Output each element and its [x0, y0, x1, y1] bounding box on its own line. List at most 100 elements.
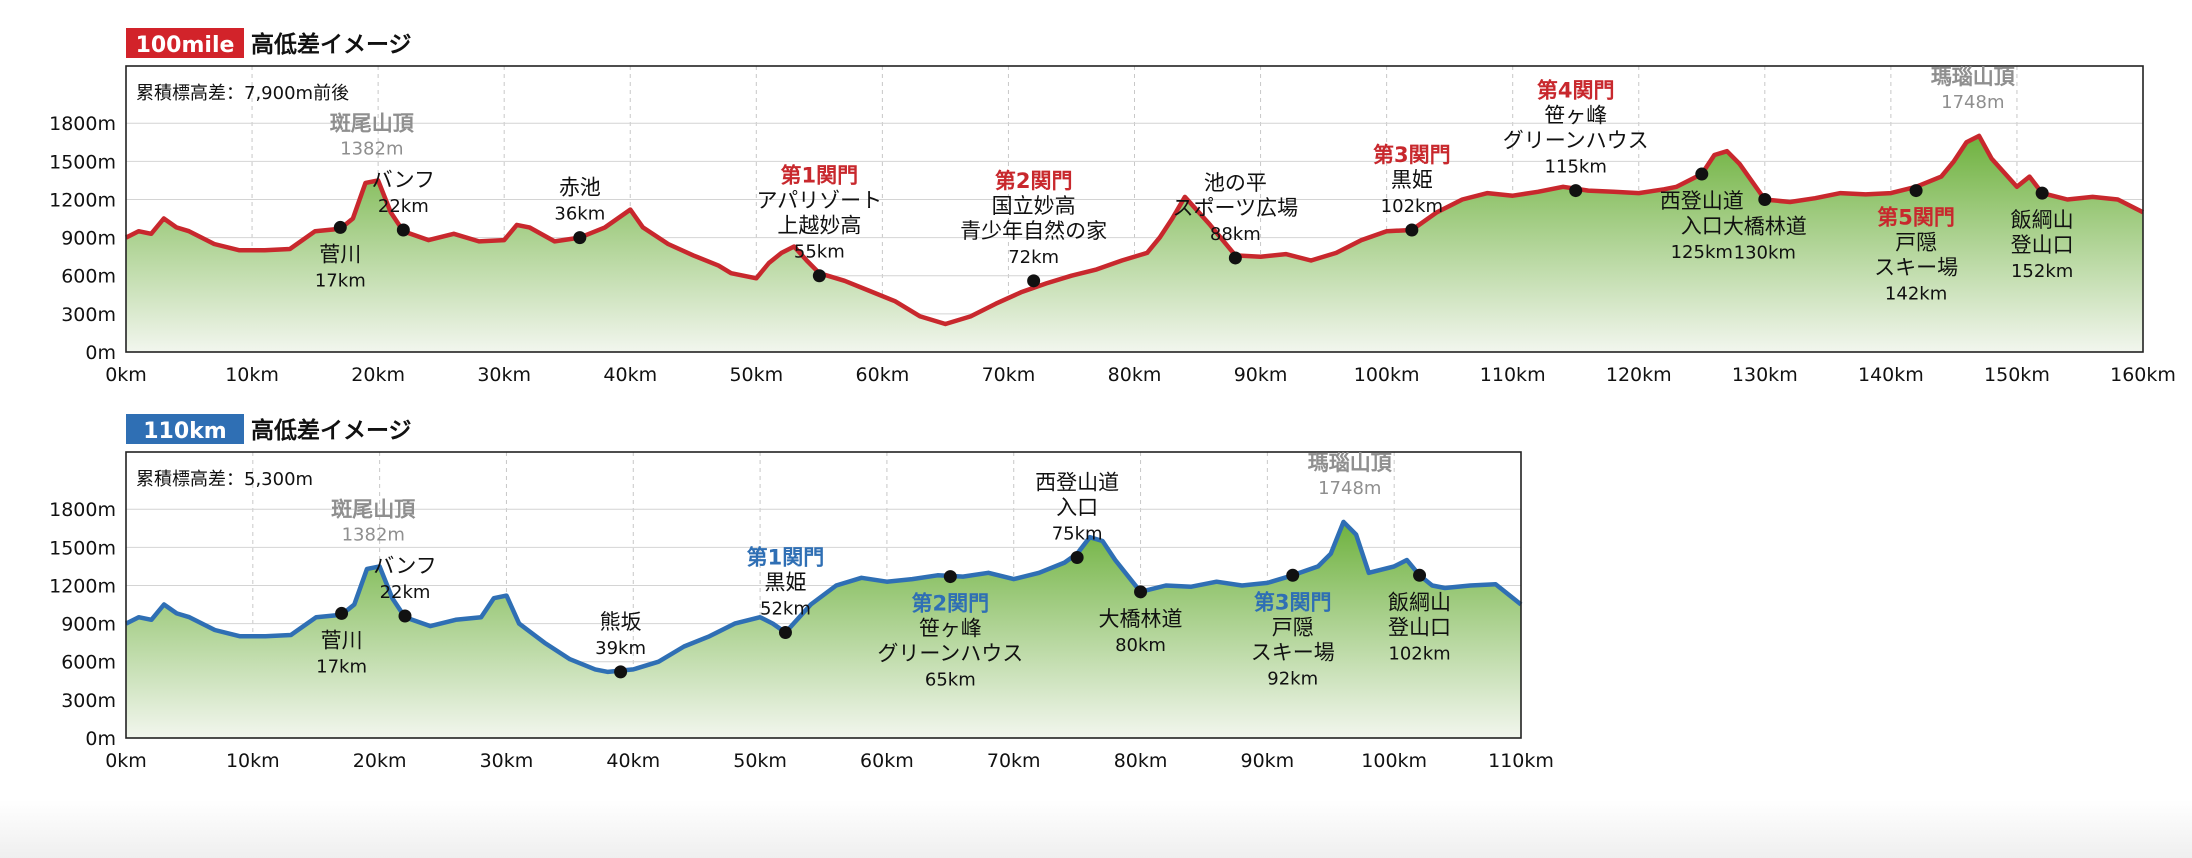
- chart-title: 高低差イメージ: [251, 417, 412, 444]
- plot-frame: [125, 65, 2144, 353]
- x-tick-label: 0km: [105, 364, 147, 386]
- checkpoint-label: グリーンハウス: [1503, 129, 1649, 153]
- checkpoint-marker: [335, 606, 349, 620]
- chart-100mile: 100mile 高低差イメージ 0m 300m 600m 900m 1200m 1500m 18…: [49, 28, 2176, 386]
- x-tick-label: 90km: [1241, 750, 1295, 772]
- checkpoint-label: 黒姫: [764, 570, 806, 594]
- checkpoint-distance: 92km: [1267, 668, 1318, 689]
- elevation-area: [126, 135, 2143, 352]
- x-tick-label: 100km: [1354, 364, 1420, 386]
- checkpoint-marker: [1405, 223, 1419, 237]
- checkpoint-label: 飯綱山: [2011, 208, 2074, 232]
- peak-elevation: 1382m: [340, 138, 403, 159]
- y-tick-label: 1500m: [49, 537, 116, 559]
- checkpoint-label: 西登山道: [1660, 189, 1744, 213]
- x-tick-label: 100km: [1361, 750, 1427, 772]
- y-tick-label: 0m: [85, 342, 116, 364]
- checkpoint-label: 笹ヶ峰: [1544, 104, 1607, 128]
- y-tick-label: 1800m: [49, 113, 116, 135]
- x-tick-label: 80km: [1114, 750, 1168, 772]
- x-tick-label: 140km: [1858, 364, 1924, 386]
- cumulative-elevation-label: 累積標高差：5,300m: [136, 469, 313, 490]
- y-tick-label: 0m: [85, 728, 116, 750]
- plot-frame: [125, 451, 1522, 739]
- checkpoint-label: 赤池: [559, 176, 601, 200]
- checkpoint-label: バンフ: [373, 554, 436, 578]
- x-tick-label: 110km: [1480, 364, 1546, 386]
- checkpoint-marker: [1228, 251, 1242, 265]
- x-tick-label: 80km: [1108, 364, 1162, 386]
- checkpoint-label: 熊坂: [600, 610, 642, 634]
- checkpoint-label: スポーツ広場: [1173, 196, 1299, 220]
- checkpoint-label: 登山口: [2011, 233, 2074, 257]
- checkpoint-label: 飯綱山: [1388, 590, 1451, 614]
- x-tick-label: 50km: [733, 750, 787, 772]
- x-tick-label: 90km: [1234, 364, 1288, 386]
- x-tick-label: 20km: [351, 364, 405, 386]
- x-tick-label: 130km: [1732, 364, 1798, 386]
- checkpoint-label: スキー場: [1251, 640, 1335, 664]
- checkpoint-distance: 142km: [1885, 284, 1947, 305]
- checkpoint-distance: 88km: [1210, 224, 1261, 245]
- checkpoint-distance: 36km: [554, 204, 605, 225]
- y-tick-label: 1500m: [49, 151, 116, 173]
- checkpoint-marker: [1909, 184, 1923, 198]
- checkpoint-distance: 80km: [1115, 635, 1166, 656]
- checkpoint-marker: [614, 665, 628, 679]
- checkpoint-marker: [1134, 585, 1148, 599]
- y-tick-label: 600m: [61, 266, 116, 288]
- gate-label: 第1関門: [781, 164, 859, 188]
- checkpoint-label: 菅川: [319, 242, 361, 266]
- gate-label: 第4関門: [1537, 79, 1615, 103]
- checkpoint-marker: [333, 220, 347, 234]
- x-tick-label: 10km: [225, 364, 279, 386]
- checkpoint-marker: [396, 223, 410, 237]
- y-tick-label: 900m: [61, 614, 116, 636]
- checkpoint-label: スキー場: [1874, 256, 1958, 280]
- checkpoint-distance: 130km: [1734, 242, 1796, 263]
- peak-elevation: 1748m: [1941, 92, 2004, 113]
- checkpoint-label: 池の平: [1204, 171, 1267, 195]
- checkpoint-distance: 72km: [1008, 247, 1059, 268]
- y-tick-label: 1800m: [49, 499, 116, 521]
- x-tick-label: 20km: [353, 750, 407, 772]
- peak-name: 斑尾山頂: [330, 111, 415, 135]
- checkpoint-label: 菅川: [321, 628, 363, 652]
- checkpoint-label: 大橋林道: [1723, 214, 1807, 238]
- gate-label: 第3関門: [1373, 143, 1451, 167]
- checkpoint-marker: [812, 269, 826, 283]
- x-tick-label: 10km: [226, 750, 280, 772]
- checkpoint-label: 西登山道: [1035, 471, 1119, 495]
- checkpoint-distance: 152km: [2011, 261, 2073, 282]
- checkpoint-marker: [1027, 274, 1041, 288]
- x-tick-label: 60km: [856, 364, 910, 386]
- chart-110km: 110km 高低差イメージ 0m 300m 600m 900m 1200m 1500m 1800…: [49, 414, 1554, 772]
- checkpoint-label: バンフ: [372, 168, 435, 192]
- checkpoint-distance: 39km: [595, 638, 646, 659]
- checkpoint-distance: 102km: [1388, 643, 1450, 664]
- gate-label: 第5関門: [1877, 206, 1955, 230]
- peak-name: 斑尾山頂: [331, 497, 416, 521]
- x-tick-label: 160km: [2110, 364, 2176, 386]
- checkpoint-distance: 125km: [1671, 242, 1733, 263]
- x-tick-label: 60km: [860, 750, 914, 772]
- checkpoint-marker: [1413, 568, 1427, 582]
- x-tick-label: 120km: [1606, 364, 1672, 386]
- x-tick-label: 70km: [987, 750, 1041, 772]
- title-badge-bg: [126, 414, 244, 444]
- checkpoint-marker: [1286, 568, 1300, 582]
- checkpoint-label: アパリゾート: [757, 189, 883, 213]
- x-tick-label: 30km: [477, 364, 531, 386]
- checkpoint-label: 戸隠: [1895, 231, 1937, 255]
- checkpoint-marker: [1695, 167, 1709, 181]
- gate-label: 第3関門: [1254, 590, 1332, 614]
- gate-label: 第2関門: [912, 592, 990, 616]
- checkpoint-label: 登山口: [1388, 615, 1451, 639]
- checkpoint-distance: 75km: [1052, 524, 1103, 545]
- checkpoint-marker: [2035, 186, 2049, 200]
- title-badge: 100mile: [136, 33, 235, 58]
- x-tick-label: 70km: [982, 364, 1036, 386]
- checkpoint-distance: 52km: [760, 598, 811, 619]
- x-tick-label: 30km: [480, 750, 534, 772]
